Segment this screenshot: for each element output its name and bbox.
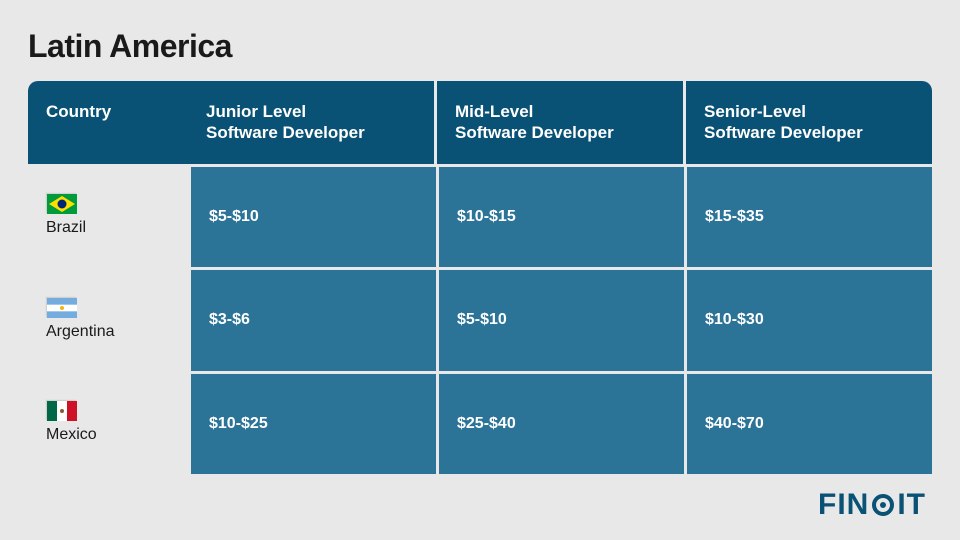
page-title: Latin America	[28, 28, 932, 65]
flag-icon	[46, 193, 76, 213]
logo-text-post: IT	[897, 488, 926, 522]
page: Latin America Country Junior LevelSoftwa…	[0, 0, 960, 540]
column-header-country: Country	[28, 81, 188, 164]
rate-cell-junior: $3-$6	[188, 267, 436, 371]
rate-cell-senior: $40-$70	[684, 371, 932, 475]
column-header-junior: Junior LevelSoftware Developer	[188, 81, 434, 164]
rate-cell-mid: $10-$15	[436, 164, 684, 268]
country-cell: Argentina	[28, 267, 188, 371]
rate-cell-mid: $5-$10	[436, 267, 684, 371]
table-header-row: Country Junior LevelSoftware Developer M…	[28, 81, 932, 164]
logo-text-pre: FIN	[818, 488, 869, 522]
country-name: Argentina	[46, 323, 115, 341]
table-row: Mexico $10-$25 $25-$40 $40-$70	[28, 371, 932, 475]
rate-cell-junior: $5-$10	[188, 164, 436, 268]
rate-cell-junior: $10-$25	[188, 371, 436, 475]
table-row: Brazil $5-$10 $10-$15 $15-$35	[28, 164, 932, 268]
brand-logo: FIN IT	[818, 488, 926, 522]
column-header-mid: Mid-LevelSoftware Developer	[434, 81, 683, 164]
country-cell: Brazil	[28, 164, 188, 268]
country-name: Mexico	[46, 426, 97, 444]
footer: FIN IT	[28, 474, 932, 522]
table-body: Brazil $5-$10 $10-$15 $15-$35 Argentina …	[28, 164, 932, 475]
rate-cell-senior: $15-$35	[684, 164, 932, 268]
flag-icon	[46, 297, 76, 317]
rate-cell-mid: $25-$40	[436, 371, 684, 475]
rates-table: Country Junior LevelSoftware Developer M…	[28, 81, 932, 474]
flag-icon	[46, 400, 76, 420]
table-row: Argentina $3-$6 $5-$10 $10-$30	[28, 267, 932, 371]
logo-o-icon	[872, 494, 894, 516]
rate-cell-senior: $10-$30	[684, 267, 932, 371]
column-header-senior: Senior-LevelSoftware Developer	[683, 81, 932, 164]
country-cell: Mexico	[28, 371, 188, 475]
country-name: Brazil	[46, 219, 86, 237]
